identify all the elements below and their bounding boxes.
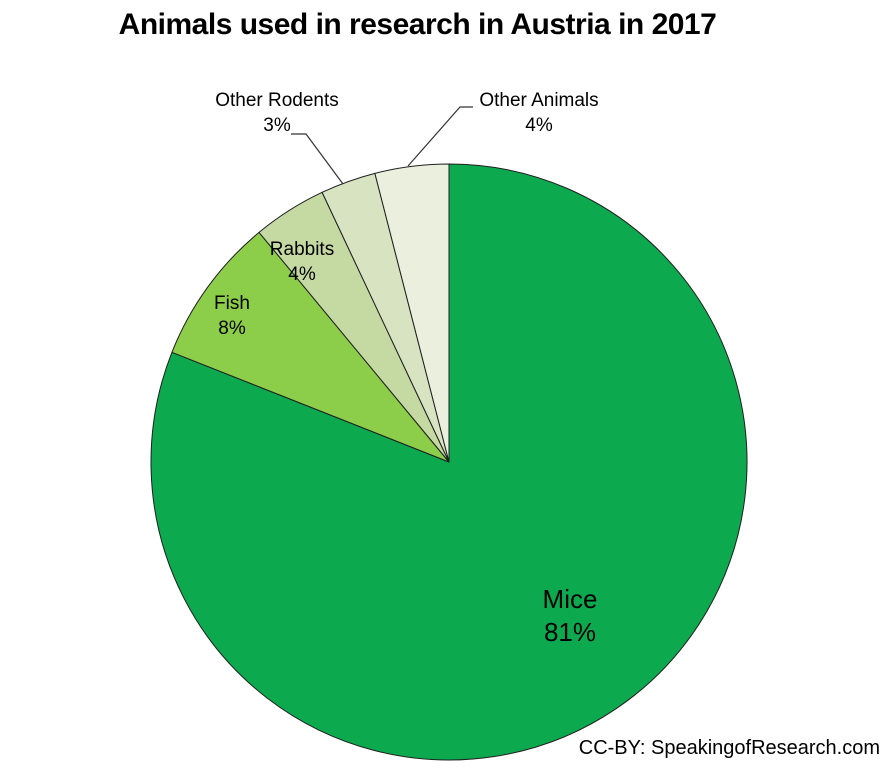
label-other-rodents-name: Other Rodents bbox=[215, 90, 339, 111]
label-fish-percent: 8% bbox=[218, 318, 246, 339]
label-other-animals-percent: 4% bbox=[525, 115, 553, 136]
label-other-animals: Other Animals 4% bbox=[449, 88, 629, 138]
leader-line-other-rodents bbox=[291, 133, 344, 185]
pie-slice-fish bbox=[171, 231, 450, 463]
label-rabbits-name: Rabbits bbox=[269, 239, 335, 260]
chart-title: Animals used in research in Austria in 2… bbox=[118, 8, 717, 41]
label-other-rodents-percent: 3% bbox=[263, 115, 291, 136]
label-other-rodents: Other Rodents 3% bbox=[187, 88, 367, 138]
label-mice-name: Mice bbox=[542, 584, 598, 614]
pie-slices bbox=[150, 163, 748, 761]
label-rabbits: Rabbits 4% bbox=[232, 237, 372, 287]
label-mice: Mice 81% bbox=[480, 583, 660, 649]
label-other-animals-name: Other Animals bbox=[479, 90, 599, 111]
attribution: CC-BY: SpeakingofResearch.com bbox=[578, 737, 880, 759]
pie-slice-other-animals bbox=[374, 163, 450, 463]
label-mice-percent: 81% bbox=[543, 617, 597, 647]
label-fish: Fish 8% bbox=[162, 291, 302, 341]
leader-line-other-animals bbox=[407, 106, 473, 167]
label-fish-name: Fish bbox=[214, 293, 250, 314]
pie-slice-mice bbox=[150, 163, 748, 761]
label-rabbits-percent: 4% bbox=[288, 264, 316, 285]
